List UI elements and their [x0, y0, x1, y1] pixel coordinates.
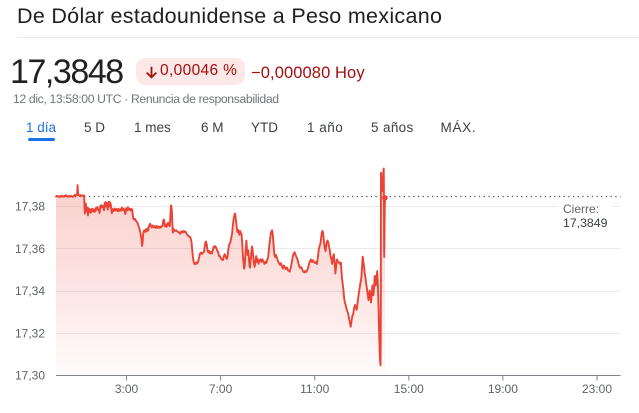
- svg-text:17,36: 17,36: [15, 242, 45, 256]
- svg-text:7:00: 7:00: [209, 382, 233, 396]
- svg-text:11:00: 11:00: [300, 382, 329, 396]
- svg-text:17,3849: 17,3849: [563, 216, 608, 230]
- svg-text:19:00: 19:00: [488, 382, 518, 396]
- svg-text:Cierre:: Cierre:: [563, 202, 599, 216]
- svg-text:17,32: 17,32: [15, 326, 45, 340]
- svg-text:17,30: 17,30: [15, 369, 45, 383]
- svg-text:15:00: 15:00: [394, 382, 424, 396]
- svg-text:23:00: 23:00: [582, 382, 612, 396]
- svg-text:3:00: 3:00: [115, 382, 139, 396]
- svg-text:17,34: 17,34: [15, 284, 45, 298]
- svg-text:17,38: 17,38: [15, 200, 45, 214]
